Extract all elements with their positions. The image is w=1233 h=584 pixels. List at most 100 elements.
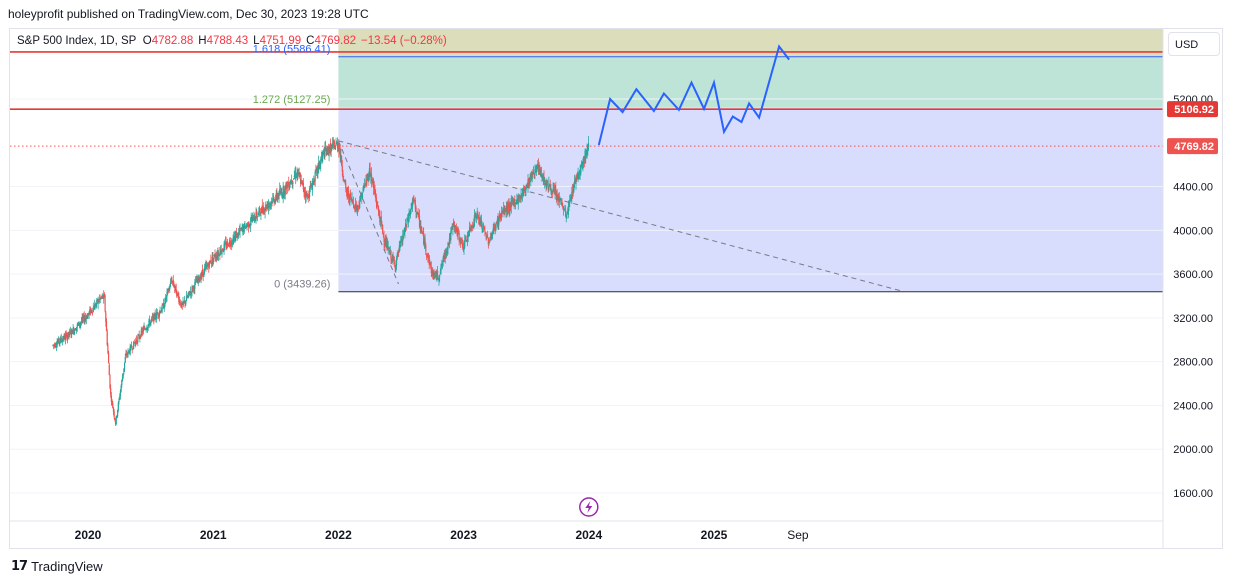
candle-body [87, 313, 90, 314]
candle-body [475, 215, 477, 217]
candle [75, 328, 77, 331]
candle-body [262, 208, 264, 214]
candle-body [283, 193, 286, 194]
candle-body [278, 191, 280, 200]
candle [473, 209, 476, 227]
candle [219, 245, 222, 256]
candle-body [217, 252, 220, 257]
candle [430, 261, 432, 278]
candle-body [251, 220, 253, 221]
candle-body [152, 316, 154, 319]
candle [63, 333, 65, 342]
candle [222, 248, 224, 252]
candle [398, 248, 400, 257]
candle [195, 276, 197, 283]
candle [507, 200, 509, 216]
candle-body [498, 214, 501, 218]
candle-body [199, 278, 201, 283]
candle-body [340, 156, 343, 166]
candle-body [406, 218, 408, 225]
candle [284, 184, 286, 200]
candle [89, 306, 92, 316]
tradingview-logo-icon: 𝟭𝟳 [11, 558, 28, 573]
candle [480, 215, 482, 226]
candle-body [229, 242, 231, 244]
candle [293, 170, 295, 179]
candle-body [377, 206, 380, 211]
candle [193, 285, 195, 294]
candle-body [509, 204, 511, 211]
candle [244, 221, 246, 229]
candle-body [306, 194, 309, 197]
candle [112, 400, 114, 409]
candle [376, 200, 378, 210]
candle [312, 180, 314, 186]
candle [270, 202, 272, 210]
candle [562, 202, 564, 210]
candle [266, 200, 268, 210]
candle-body [169, 282, 172, 287]
candle-body [108, 364, 110, 376]
candle [304, 186, 306, 200]
candle-body [519, 197, 521, 199]
candle [484, 225, 486, 237]
candle-body [92, 307, 94, 312]
candle-body [53, 344, 55, 346]
candle [364, 183, 366, 188]
candle-body [380, 216, 382, 225]
candle-body [172, 279, 174, 285]
candle-body [238, 231, 240, 233]
candle [539, 164, 541, 175]
candle-body [373, 186, 375, 191]
candle-body [258, 211, 260, 213]
candle [184, 300, 186, 308]
candle-body [233, 236, 235, 242]
candle [479, 216, 481, 227]
currency-button[interactable]: USD [1168, 32, 1220, 56]
candle-body [82, 317, 84, 319]
candle [83, 311, 85, 325]
candle-body [130, 345, 133, 349]
candle-body [183, 301, 186, 302]
candle-body [331, 146, 333, 148]
candle [581, 161, 583, 170]
time-tick-label: 2025 [701, 528, 728, 542]
candle [287, 181, 289, 186]
candle-body [560, 200, 562, 202]
candle-body [107, 345, 109, 354]
footer-branding: 𝟭𝟳 TradingView [11, 558, 103, 574]
candle-body [54, 344, 56, 347]
candle-body [147, 324, 149, 328]
candle [472, 224, 474, 229]
candle-body [350, 192, 352, 197]
candle-body [355, 202, 357, 209]
candle-body [267, 203, 269, 208]
candle-body [464, 240, 466, 248]
candle-body [467, 234, 469, 238]
candle [178, 292, 180, 305]
candle [78, 321, 80, 326]
candle [306, 193, 309, 200]
candle-body [350, 198, 352, 200]
candle-body [386, 242, 388, 248]
candle [80, 316, 83, 326]
candle-body [366, 175, 368, 180]
candle [438, 275, 440, 286]
candle [126, 350, 128, 359]
candle [254, 213, 256, 223]
candle-body [265, 204, 267, 210]
candle [451, 223, 453, 230]
candle-body [391, 255, 393, 261]
candle-body [89, 308, 92, 314]
candle-body [403, 232, 405, 235]
candle-body [365, 179, 367, 184]
candle [104, 294, 106, 313]
candle-body [418, 213, 420, 217]
candle-body [314, 171, 316, 182]
candle [102, 295, 104, 300]
candle [530, 170, 533, 182]
candle-body [133, 342, 135, 344]
candle [395, 260, 397, 273]
candle-body [363, 184, 366, 188]
